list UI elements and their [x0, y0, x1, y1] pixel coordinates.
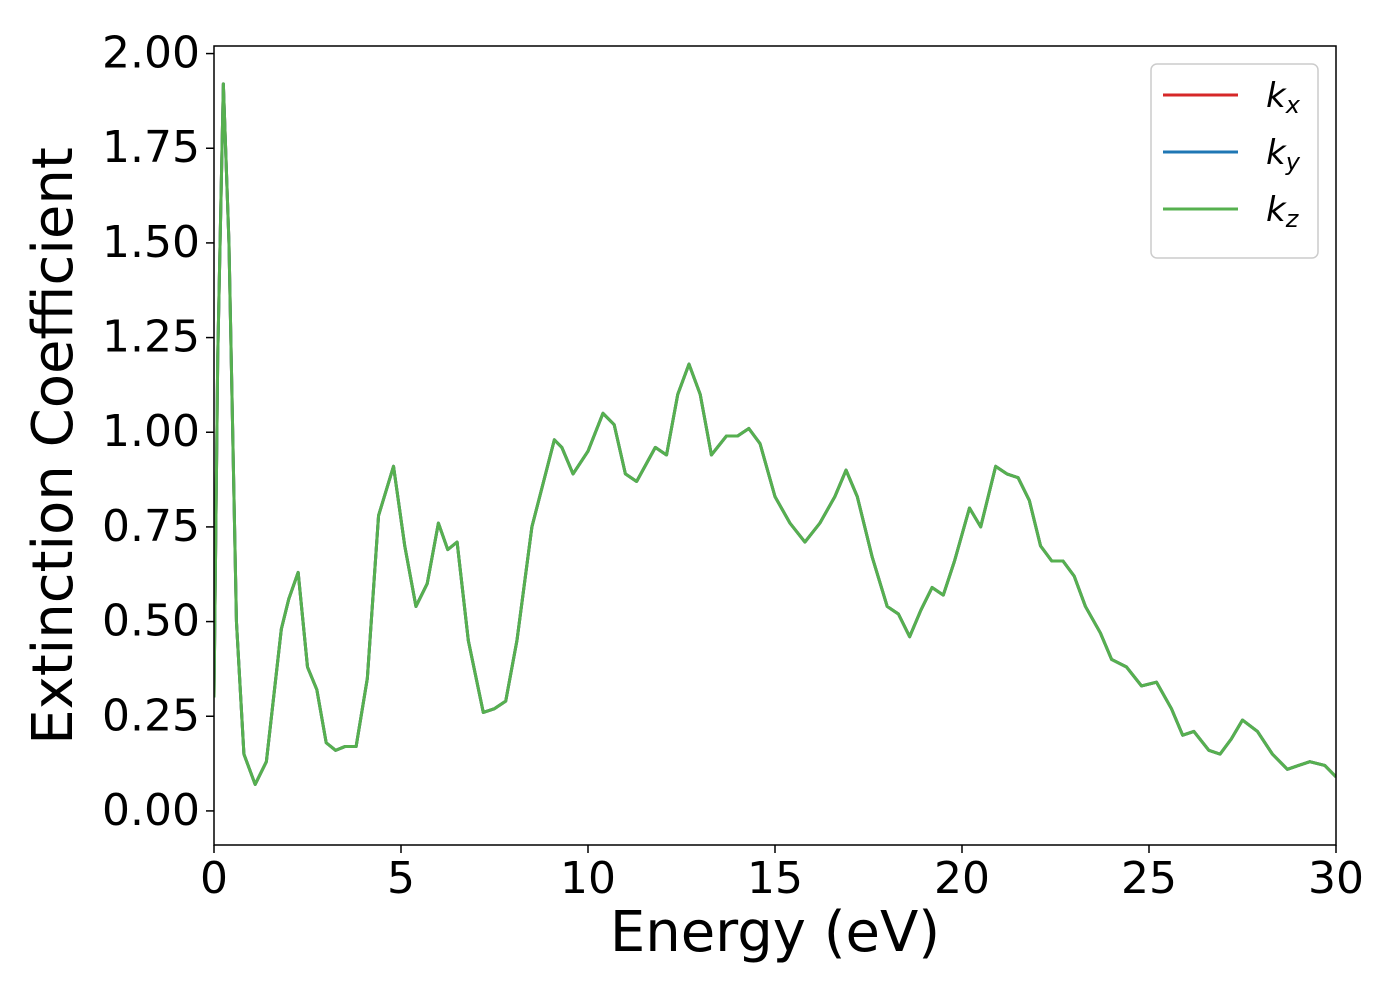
x-tick-label: 20 — [934, 853, 990, 904]
legend-label: kz — [1266, 190, 1300, 234]
y-axis-label: Extinction Coefficient — [21, 147, 86, 745]
y-tick-label: 0.75 — [102, 501, 200, 552]
legend-label: ky — [1266, 133, 1301, 177]
x-tick-label: 25 — [1121, 853, 1177, 904]
plot-frame — [213, 45, 1337, 846]
y-tick-label: 0.50 — [102, 596, 200, 647]
y-tick-label: 0.00 — [102, 785, 200, 836]
y-tick-label: 0.25 — [102, 690, 200, 741]
legend-label: kx — [1266, 76, 1301, 120]
y-tick-label: 1.75 — [102, 122, 200, 173]
series-line — [214, 82, 1336, 786]
x-axis-label: Energy (eV) — [610, 900, 940, 965]
x-tick-label: 5 — [387, 853, 415, 904]
y-tick-label: 1.00 — [102, 406, 200, 457]
x-tick-label: 30 — [1308, 853, 1364, 904]
x-tick-label: 0 — [200, 853, 228, 904]
y-tick-label: 1.50 — [102, 217, 200, 268]
y-tick-label: 2.00 — [102, 28, 200, 79]
x-tick-label: 15 — [747, 853, 803, 904]
y-tick-label: 1.25 — [102, 312, 200, 363]
x-tick-label: 10 — [560, 853, 616, 904]
